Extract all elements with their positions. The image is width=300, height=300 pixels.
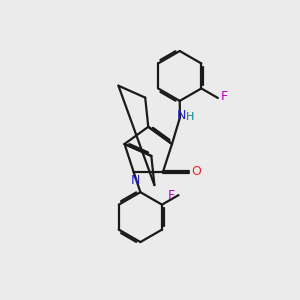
Text: N: N (131, 174, 140, 187)
Text: H: H (186, 112, 194, 122)
Text: F: F (220, 90, 228, 103)
Text: N: N (177, 109, 186, 122)
Text: F: F (168, 189, 175, 202)
Text: O: O (192, 165, 202, 178)
